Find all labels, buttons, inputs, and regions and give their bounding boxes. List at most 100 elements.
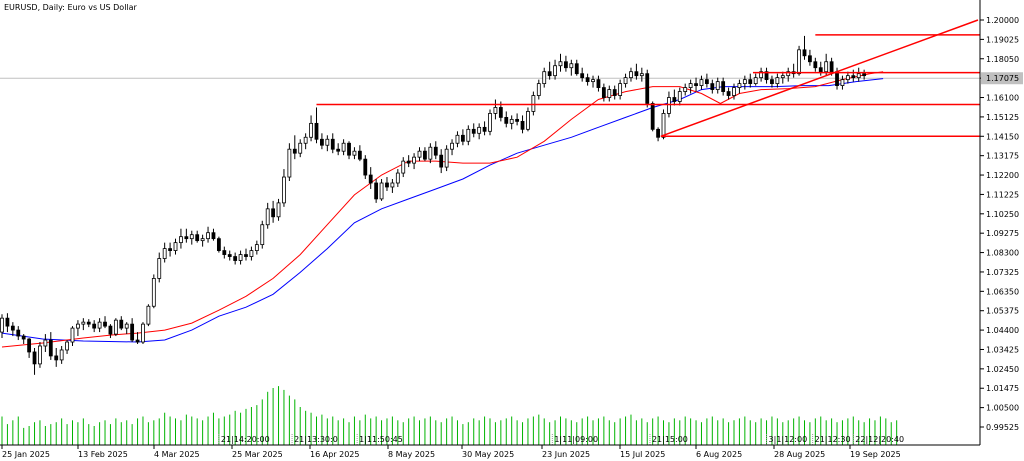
y-tick-label: 1.08300 [986, 249, 1019, 258]
candle-bull [65, 341, 69, 351]
current-price-tag [981, 72, 1023, 85]
drawing-layer[interactable] [316, 19, 980, 138]
candle-bear [406, 160, 411, 164]
candle-bull [124, 323, 129, 329]
candle-bull [70, 327, 75, 343]
candle-bull [683, 87, 688, 92]
y-tick-label: 1.18050 [986, 55, 1019, 64]
candle-bull [276, 202, 281, 218]
candle-bear [10, 325, 15, 331]
x-tick-label: 25 Mar 2025 [232, 450, 283, 459]
candle-bull [412, 156, 416, 164]
candle-bull [303, 136, 308, 144]
candle-bull [173, 242, 178, 251]
candle-bear [770, 79, 774, 85]
candle-bull [157, 258, 162, 279]
candle-bull [824, 61, 829, 73]
candle-bear [813, 61, 818, 69]
candle-bull [688, 83, 693, 88]
y-tick-label: 1.14150 [986, 132, 1019, 141]
candle-bull [542, 71, 547, 85]
period-separator-label: 21|13:30:0 [294, 435, 338, 444]
y-tick-label: 1.19025 [986, 35, 1019, 44]
candle-bear [721, 81, 726, 92]
candle-bull [417, 150, 422, 158]
candle-bull [780, 75, 785, 79]
y-tick-label: 1.10250 [986, 210, 1019, 219]
y-tick-label: 1.11225 [986, 190, 1019, 199]
candle-bull [699, 79, 704, 86]
candle-bear [227, 254, 232, 257]
candle-bull [618, 83, 623, 96]
candle-bear [704, 79, 709, 85]
candle-bear [368, 174, 373, 184]
candle-bear [54, 355, 59, 361]
x-tick-label: 19 Sep 2025 [850, 450, 901, 459]
volume-layer [1, 386, 898, 445]
candle-bull [141, 323, 145, 343]
candle-bull [607, 89, 612, 98]
candle-bull [287, 148, 292, 178]
candle-bull [591, 79, 595, 83]
candle-bull [536, 83, 541, 96]
y-tick-label: 1.03425 [986, 345, 1019, 354]
y-tick-label: 1.16100 [986, 94, 1019, 103]
candle-layer [0, 35, 867, 375]
candle-bull [38, 345, 42, 365]
candle-bull [395, 172, 400, 184]
candle-bear [16, 329, 21, 337]
period-separator-label: 22|12|20:40 [855, 435, 904, 444]
candle-bull [179, 236, 183, 244]
candle-bull [531, 95, 536, 112]
candle-bear [330, 138, 335, 150]
candle-bull [444, 148, 449, 168]
candle-bear [211, 232, 216, 240]
candle-bear [130, 323, 135, 341]
candle-bear [471, 128, 476, 134]
x-tick-label: 8 May 2025 [388, 450, 435, 459]
candle-bear [103, 321, 107, 327]
candle-bull [189, 234, 194, 240]
x-tick-label: 13 Feb 2025 [78, 450, 128, 459]
candle-bear [547, 71, 552, 77]
candle-bear [27, 338, 32, 353]
candle-bear [585, 77, 590, 83]
y-tick-label: 0.99525 [986, 423, 1019, 432]
moving-average-layer [1, 71, 884, 348]
candle-bear [580, 73, 585, 79]
candle-bear [385, 182, 389, 188]
candle-bull [206, 232, 210, 240]
period-separator-label: 3|1|12:00 [769, 435, 808, 444]
candle-bull [775, 77, 780, 85]
candle-bear [216, 238, 221, 251]
candle-bull [450, 142, 454, 150]
y-tick-label: 1.09275 [986, 229, 1019, 238]
candle-bull [76, 323, 80, 329]
y-tick-label: 1.01475 [986, 384, 1019, 393]
candle-bull [759, 71, 764, 79]
candle-bull [43, 339, 48, 347]
candle-bull [742, 79, 747, 85]
candle-bear [135, 339, 140, 343]
candle-bull [715, 81, 720, 90]
candle-bear [748, 79, 753, 85]
candle-bear [233, 256, 238, 261]
candle-bull [558, 61, 563, 67]
x-tick-label: 30 May 2025 [462, 450, 514, 459]
candle-bull [249, 250, 254, 257]
candle-bear [601, 87, 606, 98]
candle-bear [818, 67, 823, 73]
candle-bull [97, 321, 102, 329]
y-tick-label: 1.13175 [986, 152, 1019, 161]
candle-bear [829, 61, 834, 73]
candle-bull [667, 97, 671, 114]
candle-bear [5, 317, 10, 327]
candle-bear [710, 83, 715, 90]
candle-bear [862, 73, 867, 77]
candle-bear [48, 339, 53, 357]
y-tick-label: 1.02450 [986, 365, 1019, 374]
candle-bull [325, 138, 330, 146]
